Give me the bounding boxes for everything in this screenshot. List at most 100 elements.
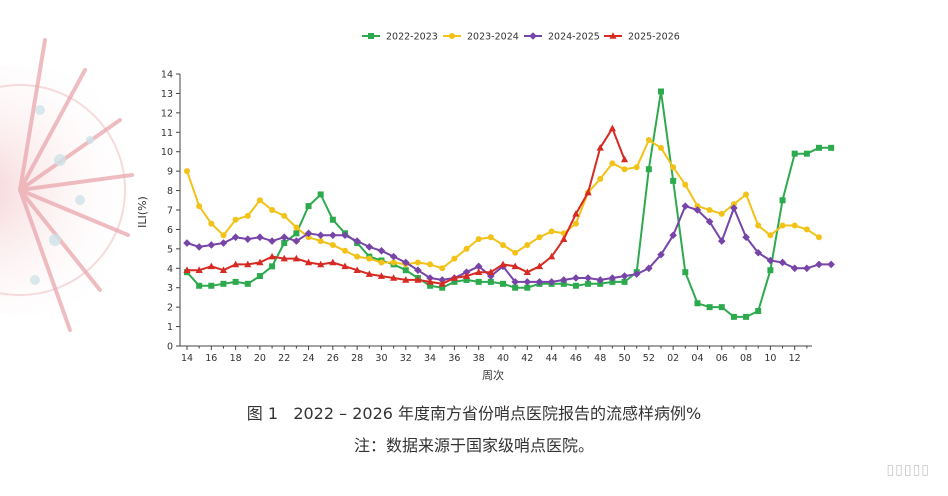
x-tick-label: 22 <box>278 353 290 364</box>
x-axis-label: 周次 <box>482 368 504 382</box>
data-point <box>742 233 750 241</box>
y-tick-label: 4 <box>167 264 173 275</box>
data-point <box>317 191 324 198</box>
data-point <box>269 207 276 213</box>
data-point <box>305 234 312 241</box>
data-point <box>341 262 349 270</box>
data-point <box>451 278 458 285</box>
data-point <box>231 233 240 241</box>
data-point <box>184 168 190 175</box>
data-point <box>767 267 774 274</box>
data-point <box>815 260 823 269</box>
x-tick-label: 04 <box>691 353 703 364</box>
data-point <box>730 201 737 208</box>
data-point <box>572 274 580 282</box>
y-tick-label: 14 <box>161 70 173 81</box>
data-point <box>329 231 337 240</box>
data-point <box>195 243 203 251</box>
data-point <box>208 282 215 289</box>
data-point <box>268 252 276 260</box>
x-tick-label: 28 <box>351 353 363 364</box>
data-point <box>535 262 544 270</box>
data-point <box>816 144 822 151</box>
figure-note: 注：数据来源于国家级哨点医院。 <box>353 436 594 455</box>
data-point <box>232 216 239 223</box>
data-point <box>207 262 215 270</box>
data-point <box>449 33 455 39</box>
x-tick-label: 52 <box>643 353 655 364</box>
data-point <box>584 188 592 196</box>
watermark: ▯▯▯▯▯ <box>886 462 930 478</box>
data-point <box>402 267 409 274</box>
data-point <box>329 241 336 248</box>
data-point <box>803 150 810 157</box>
data-point <box>608 274 617 282</box>
y-tick-label: 6 <box>167 225 173 236</box>
data-point <box>256 258 264 266</box>
data-point <box>220 280 227 287</box>
data-point <box>754 248 763 257</box>
data-point <box>523 268 531 275</box>
data-point <box>414 266 422 275</box>
x-tick-label: 12 <box>789 353 801 364</box>
data-point <box>560 280 567 287</box>
data-point <box>682 181 689 188</box>
y-tick-label: 13 <box>161 89 173 100</box>
data-point <box>256 197 263 204</box>
x-tick-label: 50 <box>618 353 630 364</box>
data-point <box>427 261 434 268</box>
x-tick-label: 46 <box>570 353 582 364</box>
data-point <box>524 284 531 291</box>
y-tick-label: 8 <box>167 186 173 197</box>
x-tick-label: 48 <box>594 353 606 364</box>
series-2025-2026 <box>183 124 629 287</box>
data-point <box>342 247 348 254</box>
x-tick-label: 02 <box>667 353 679 364</box>
data-point <box>426 278 434 285</box>
x-tick-label: 26 <box>327 353 339 364</box>
data-point <box>462 268 471 276</box>
data-point <box>426 274 434 282</box>
data-point <box>548 252 556 260</box>
data-point <box>682 269 689 276</box>
data-point <box>244 280 251 287</box>
data-point <box>536 234 543 241</box>
legend-label: 2024-2025 <box>548 32 600 43</box>
data-point <box>353 237 361 245</box>
data-point <box>705 217 714 226</box>
y-tick-label: 7 <box>167 206 173 217</box>
data-point <box>658 144 664 151</box>
data-point <box>500 241 506 248</box>
data-point <box>341 231 349 240</box>
data-point <box>183 239 191 247</box>
data-point <box>717 237 726 245</box>
data-point <box>256 233 264 241</box>
data-point <box>232 260 240 268</box>
data-point <box>439 265 446 272</box>
data-point <box>390 259 397 266</box>
data-point <box>827 260 835 269</box>
data-point <box>208 220 215 227</box>
data-point <box>243 235 252 243</box>
data-point <box>475 268 483 275</box>
data-point <box>620 272 629 280</box>
data-point <box>462 272 471 279</box>
data-point <box>293 230 300 237</box>
x-tick-label: 32 <box>400 353 412 364</box>
data-point <box>645 137 652 144</box>
data-point <box>450 274 458 281</box>
data-point <box>414 259 421 266</box>
data-point <box>559 276 568 284</box>
data-point <box>268 237 276 245</box>
x-tick-label: 06 <box>716 353 728 364</box>
data-point <box>511 262 519 270</box>
data-point <box>767 232 774 239</box>
data-point <box>354 253 361 260</box>
legend-label: 2023-2024 <box>467 32 519 43</box>
data-point <box>670 164 677 171</box>
data-point <box>475 278 482 285</box>
data-point <box>402 276 410 283</box>
data-point <box>329 258 337 266</box>
data-point <box>244 260 252 268</box>
